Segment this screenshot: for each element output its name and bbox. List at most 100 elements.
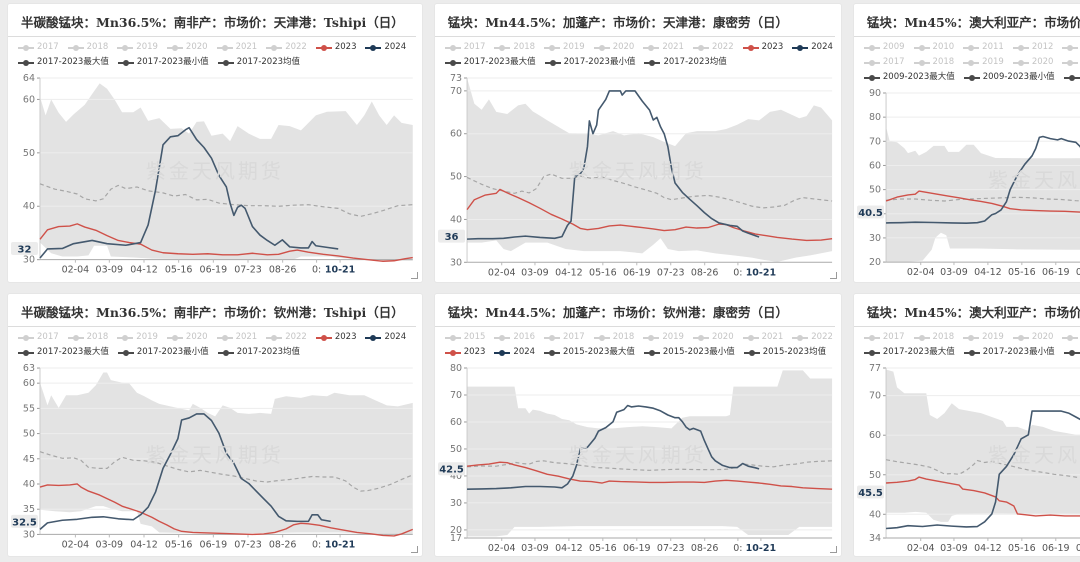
- legend-item-2009-2023最大值[interactable]: 2009-2023最大值: [863, 71, 955, 84]
- legend-item-2017-2023最大值[interactable]: 2017-2023最大值: [18, 56, 109, 69]
- chart-plot[interactable]: 73 70 60 50 40 30 02-04 03-09 04-12 05-16 06-19 07-…: [437, 71, 839, 281]
- chart-plot[interactable]: 64 60 50 40 30 02-04 03-09 04-12 05-16 06-19 07-23…: [10, 71, 420, 281]
- resize-handle-icon[interactable]: [410, 546, 418, 553]
- legend-item-2019[interactable]: 2019: [963, 331, 1004, 344]
- chart-card-qinzhou-comilog: 锰块：Mn44.5%：加蓬产：市场价：钦州港：康密劳（日） 2015 2016 20…: [434, 294, 841, 556]
- legend-item-2021[interactable]: 2021: [1062, 331, 1080, 344]
- legend-item-2018[interactable]: 2018: [494, 41, 535, 54]
- legend-item-2021[interactable]: 2021: [742, 331, 783, 344]
- chart-title: 锰块：Mn44.5%：加蓬产：市场价：钦州港：康密劳（日）: [434, 294, 835, 327]
- legend-item-2019[interactable]: 2019: [963, 56, 1004, 69]
- legend-item-2017[interactable]: 2017: [18, 41, 59, 54]
- legend-item-2021[interactable]: 2021: [1062, 56, 1080, 69]
- legend-item-2013[interactable]: 2013: [1062, 41, 1080, 54]
- legend-item-2022[interactable]: 2022: [792, 331, 833, 344]
- legend-item-2015-2023最大值[interactable]: 2015-2023最大值: [544, 346, 635, 359]
- legend-item-2022[interactable]: 2022: [266, 331, 307, 344]
- legend-item-2010[interactable]: 2010: [913, 41, 954, 54]
- legend-item-2017-2023最小值[interactable]: 2017-2023最小值: [117, 346, 209, 359]
- legend-item-2020[interactable]: 2020: [1012, 56, 1053, 69]
- legend-item-2009[interactable]: 2009: [863, 41, 905, 54]
- legend-item-2019[interactable]: 2019: [544, 41, 585, 54]
- x-tick-label: 05-16: [589, 267, 617, 278]
- legend-item-2017-2023均值[interactable]: 2017-2023均值: [644, 56, 727, 69]
- legend-item-2023[interactable]: 2023: [315, 41, 356, 54]
- legend-item-2019[interactable]: 2019: [117, 331, 158, 344]
- legend-item-2020[interactable]: 2020: [1012, 331, 1053, 344]
- legend-item-2021[interactable]: 2021: [216, 331, 257, 344]
- chart-plot-area[interactable]: 64 60 50 40 30 02-04 03-09 04-12 05-16 06-19 07-23…: [10, 71, 420, 281]
- resize-handle-icon[interactable]: [410, 272, 418, 279]
- legend-item-2017-2023最大值[interactable]: 2017-2023最大值: [18, 346, 109, 359]
- legend-item-2017-2023均值[interactable]: 2017-2023均值: [217, 346, 300, 359]
- legend-row: 20092010201120122013201420152016: [863, 41, 1080, 54]
- legend-marker-icon: [166, 44, 183, 51]
- legend-label: 2015-2023最小值: [662, 347, 735, 357]
- legend-item-2017[interactable]: 2017: [18, 331, 59, 344]
- legend-marker-icon: [963, 44, 980, 51]
- chart-plot[interactable]: 77 70 60 50 40 34 02-04 03-09 04-12 05-16 06-19 07-…: [856, 361, 1080, 555]
- chart-plot-area[interactable]: 63 60 55 50 45 40 35 30 02-04 03-09 04-12 05-16 06-1…: [10, 361, 420, 555]
- legend-item-2017-2023均值[interactable]: 2017-2023均值: [1063, 346, 1080, 359]
- legend-item-2023[interactable]: 2023: [444, 346, 485, 359]
- legend-item-2022[interactable]: 2022: [692, 41, 734, 54]
- legend-item-2015-2023均值[interactable]: 2015-2023均值: [743, 346, 826, 359]
- chart-plot-area[interactable]: 908070605040302002-0403-0904-1205-1606-1…: [856, 86, 1080, 281]
- legend-item-2017[interactable]: 2017: [444, 41, 485, 54]
- legend-item-2023[interactable]: 2023: [315, 331, 356, 344]
- x-tick-label: 06-19: [1042, 267, 1070, 278]
- chart-plot[interactable]: 908070605040302002-0403-0904-1205-1606-1…: [856, 86, 1080, 281]
- legend-label: 2011: [982, 42, 1004, 52]
- legend-item-2022[interactable]: 2022: [266, 41, 307, 54]
- legend-item-2023[interactable]: 2023: [742, 41, 783, 54]
- legend-item-2015[interactable]: 2015: [444, 331, 485, 344]
- legend-item-2017-2023最大值[interactable]: 2017-2023最大值: [444, 56, 536, 69]
- legend-item-2009-2023均值[interactable]: 2009-2023均值: [1063, 71, 1080, 84]
- legend-item-2009-2023最小值[interactable]: 2009-2023最小值: [963, 71, 1055, 84]
- resize-handle-icon[interactable]: [829, 546, 837, 553]
- legend-item-2021[interactable]: 2021: [643, 41, 684, 54]
- legend-marker-icon: [963, 334, 980, 341]
- chart-plot-area[interactable]: 77 70 60 50 40 34 02-04 03-09 04-12 05-16 06-19 07-…: [856, 361, 1080, 555]
- legend-marker-icon: [1063, 349, 1080, 356]
- legend-item-2017[interactable]: 2017: [863, 331, 905, 344]
- legend-item-2017-2023最小值[interactable]: 2017-2023最小值: [117, 56, 209, 69]
- legend-item-2017-2023最小值[interactable]: 2017-2023最小值: [544, 56, 635, 69]
- legend-item-2020[interactable]: 2020: [593, 41, 634, 54]
- resize-handle-icon[interactable]: [829, 272, 837, 279]
- y-tick-label: 70: [450, 86, 462, 97]
- legend-item-2024[interactable]: 2024: [494, 346, 535, 359]
- chart-plot-area[interactable]: 80 70 60 50 40 30 20 17 02-04 03-09 04-12 05-16 06-1…: [437, 361, 839, 555]
- legend-item-2019[interactable]: 2019: [643, 331, 684, 344]
- chart-plot[interactable]: 80 70 60 50 40 30 2017 02-04 03-09 04-12 05-16 06-1…: [437, 361, 839, 555]
- legend-item-2017-2023均值[interactable]: 2017-2023均值: [217, 56, 300, 69]
- legend-item-2017-2023最小值[interactable]: 2017-2023最小值: [963, 346, 1055, 359]
- legend-item-2020[interactable]: 2020: [166, 331, 208, 344]
- legend-item-2018[interactable]: 2018: [67, 331, 108, 344]
- legend-item-2019[interactable]: 2019: [117, 41, 158, 54]
- legend-item-2018[interactable]: 2018: [593, 331, 634, 344]
- x-tick-label: 07-23: [234, 265, 262, 276]
- legend-item-2024[interactable]: 2024: [365, 41, 406, 54]
- legend-item-2020[interactable]: 2020: [166, 41, 208, 54]
- legend-item-2018[interactable]: 2018: [67, 41, 108, 54]
- legend-marker-icon: [266, 44, 283, 51]
- chart-plot-area[interactable]: 73 70 60 50 40 30 02-04 03-09 04-12 05-16 06-19 07-…: [437, 71, 839, 281]
- legend-item-2016[interactable]: 2016: [494, 331, 535, 344]
- legend-item-2024[interactable]: 2024: [792, 41, 833, 54]
- chart-plot[interactable]: 63 60 55 50 45 40 35 30 02-04 03-09 04-12 05-16 06-1…: [10, 361, 420, 555]
- legend-item-2015-2023最小值[interactable]: 2015-2023最小值: [643, 346, 735, 359]
- legend-item-2011[interactable]: 2011: [963, 41, 1004, 54]
- legend-item-2018[interactable]: 2018: [913, 331, 954, 344]
- legend-label: 2019: [563, 42, 585, 52]
- legend-item-2021[interactable]: 2021: [216, 41, 257, 54]
- legend-item-2024[interactable]: 2024: [365, 331, 406, 344]
- legend-item-2017[interactable]: 2017: [863, 56, 905, 69]
- legend-item-2020[interactable]: 2020: [692, 331, 734, 344]
- legend-item-2012[interactable]: 2012: [1012, 41, 1053, 54]
- legend-row: 2017-2023最大值 2017-2023最小值 2017-2023均值: [444, 56, 833, 69]
- legend-item-2017-2023最大值[interactable]: 2017-2023最大值: [863, 346, 955, 359]
- legend-item-2018[interactable]: 2018: [913, 56, 954, 69]
- legend-item-2017[interactable]: 2017: [544, 331, 585, 344]
